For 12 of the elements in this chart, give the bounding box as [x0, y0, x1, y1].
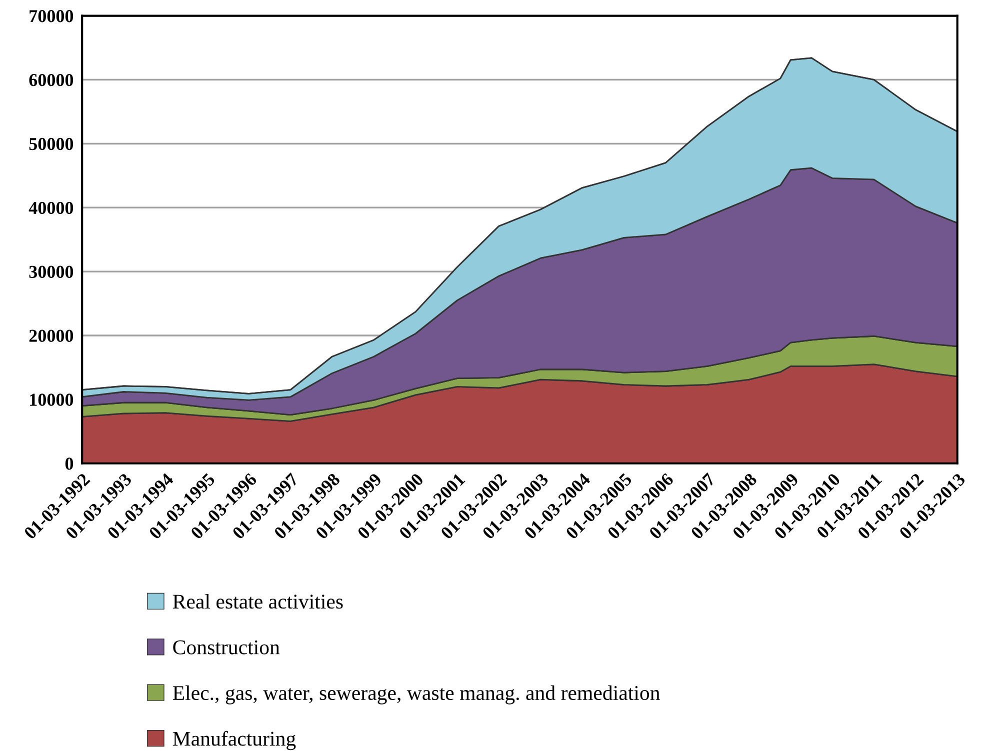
y-tick-label: 60000	[29, 74, 74, 86]
y-tick-label: 10000	[30, 394, 74, 406]
legend-label: Real estate activities	[172, 594, 343, 609]
y-tick-label: 40000	[28, 202, 74, 214]
y-tick-label: 20000	[29, 330, 74, 342]
y-tick-label: 30000	[29, 266, 74, 278]
y-tick-label: 70000	[30, 10, 74, 22]
y-tick-label: 50000	[29, 138, 74, 150]
y-tick-label: 0	[65, 458, 74, 470]
legend-label: Construction	[173, 640, 280, 654]
legend-label: Elec., gas, water, sewerage, waste manag. and remediation	[172, 685, 660, 704]
legend-label: Manufacturing	[172, 730, 296, 750]
